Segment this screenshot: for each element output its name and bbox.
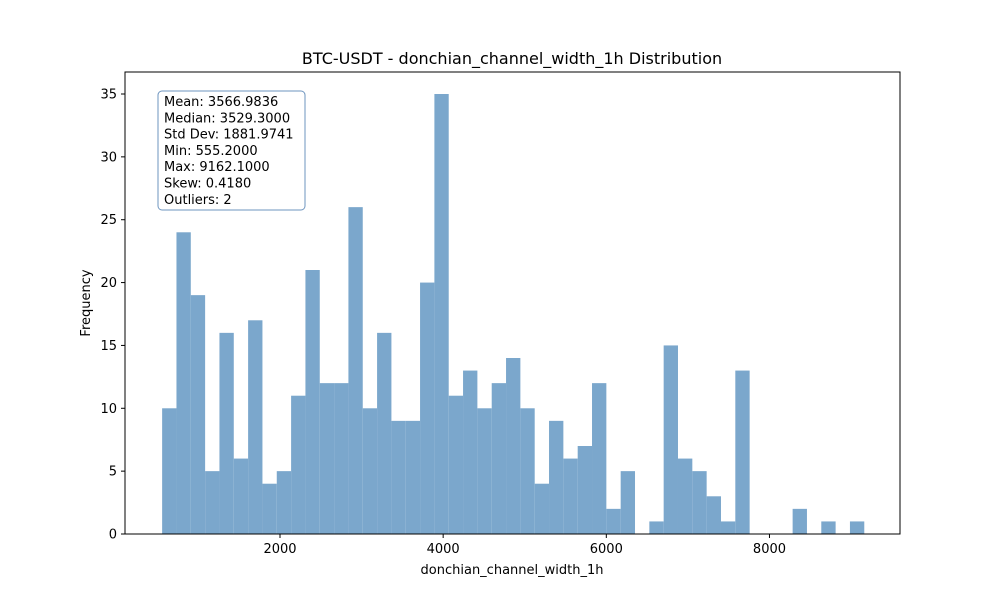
histogram-bar [348,207,363,534]
x-tick-label: 2000 [263,542,296,557]
histogram-bar [362,408,378,534]
histogram-bar [692,471,707,534]
histogram-bar [706,496,721,534]
y-tick-label: 25 [100,213,117,228]
histogram-bar [735,370,750,534]
histogram-bar [577,446,593,534]
histogram-bar [190,295,206,534]
histogram-bar [649,521,664,534]
stats-box-frame [157,90,306,211]
histogram-bar [276,471,292,534]
stats-line: Std Dev: 1881.9741 [164,128,294,143]
stats-line: Outliers: 2 [164,193,232,208]
y-axis-ticks: 0 5 10 15 20 25 30 35 [100,88,125,543]
histogram-bar [506,358,521,534]
histogram-bar [305,270,320,534]
y-tick-label: 0 [109,528,117,543]
histogram-bar [477,408,492,534]
histogram-bar [248,320,263,534]
x-tick-label: 8000 [753,542,786,557]
y-tick-label: 5 [109,465,117,480]
stats-line: Max: 9162.1000 [164,160,270,175]
histogram-bars [162,94,865,535]
stats-line: Median: 3529.3000 [164,111,290,126]
histogram-bar [520,408,535,534]
histogram-bar [592,383,607,534]
histogram-bar [549,420,564,534]
histogram-bar [620,471,636,534]
histogram-bar [792,508,807,534]
y-tick-label: 10 [100,402,117,417]
histogram-bar [219,332,234,534]
histogram-bar [420,282,435,534]
histogram-bar [448,395,464,534]
histogram-bar [233,458,249,534]
histogram-bar [463,370,478,534]
histogram-bar [391,420,406,534]
histogram-bar [176,232,191,535]
y-tick-label: 35 [100,88,117,103]
histogram-bar [334,383,349,534]
histogram-bar [663,345,678,534]
histogram-bar [405,420,421,534]
y-axis-label: Frequency [79,269,94,336]
histogram-bar [162,408,177,534]
histogram-bar [677,458,693,534]
histogram-bar [821,521,836,534]
histogram-bar [534,483,550,534]
plot-frame [124,71,901,535]
histogram-bar [720,521,736,534]
histogram-bar [377,332,392,534]
histogram-bar [434,94,449,534]
x-axis-ticks: 2000 4000 6000 8000 [263,534,786,557]
histogram-bar [205,471,220,534]
y-tick-label: 20 [100,276,117,291]
x-tick-label: 6000 [590,542,623,557]
histogram-bar [563,458,578,534]
histogram-bar [849,521,865,534]
histogram-bar [291,395,306,534]
x-axis-label: donchian_channel_width_1h [421,563,604,578]
x-tick-label: 4000 [427,542,460,557]
histogram-bar [491,383,507,534]
histogram-bar [606,508,621,534]
y-tick-label: 30 [100,150,117,165]
y-tick-label: 15 [100,339,117,354]
chart-title: BTC-USDT - donchian_channel_width_1h Dis… [302,49,722,69]
stats-line: Mean: 3566.9836 [164,95,278,110]
histogram-bar [319,383,335,534]
histogram-bar [262,483,277,534]
stats-line: Skew: 0.4180 [164,177,251,192]
stats-line: Min: 555.2000 [164,144,258,159]
